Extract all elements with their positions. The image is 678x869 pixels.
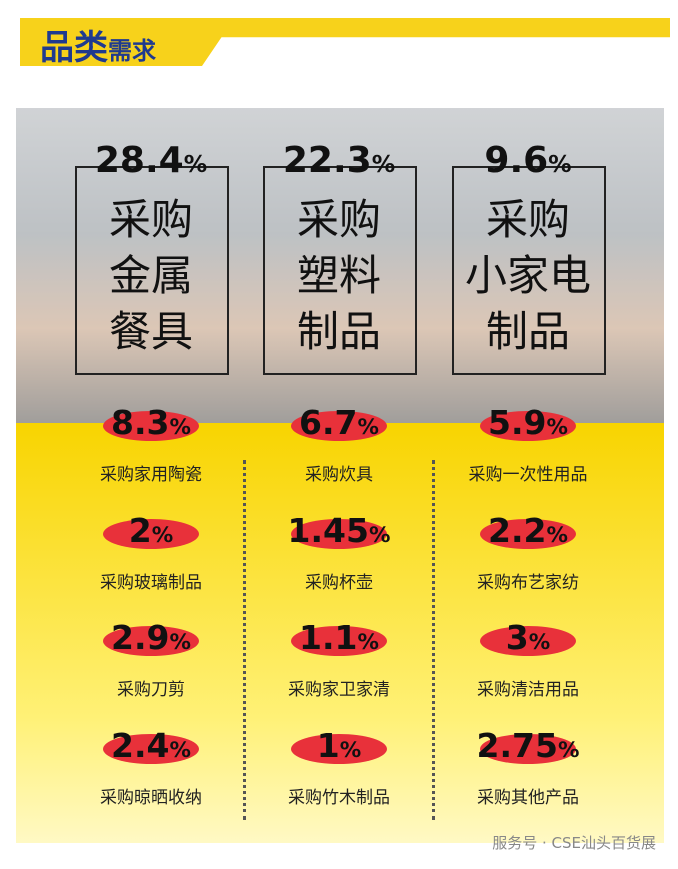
label-line: 采购 <box>108 195 193 244</box>
item-label: 采购其他产品 <box>477 788 579 808</box>
highlight-label: 采购 金属 餐具 <box>76 192 226 360</box>
title-sub: 需求 <box>108 37 156 65</box>
red-oval <box>291 519 387 549</box>
item-value: 2% <box>81 511 221 550</box>
red-oval <box>291 734 387 764</box>
value-number: 2.2 <box>488 511 547 550</box>
value-unit: % <box>546 415 568 440</box>
red-oval <box>103 626 199 656</box>
highlight-value: 28.4% <box>71 140 231 181</box>
value-unit: % <box>357 415 379 440</box>
value-unit: % <box>151 523 174 548</box>
label-line: 塑料 <box>296 251 381 300</box>
item-label: 采购家卫家清 <box>288 680 390 700</box>
item-value: 1% <box>269 726 409 765</box>
item-label: 采购晾晒收纳 <box>100 788 202 808</box>
label-line: 金属 <box>108 251 193 300</box>
label-line: 制品 <box>485 307 570 356</box>
item-label: 采购家用陶瓷 <box>100 465 202 485</box>
footer: 服务号 · CSE汕头百货展 <box>492 834 656 852</box>
red-oval <box>291 626 387 656</box>
value-unit: % <box>528 630 551 655</box>
value-number: 2.4 <box>111 726 170 765</box>
item-value: 2.9% <box>81 618 221 657</box>
photo-background <box>16 108 664 423</box>
label-line: 小家电 <box>464 251 591 300</box>
item-value: 5.9% <box>458 403 598 442</box>
separator <box>432 460 435 820</box>
value-number: 1.45 <box>287 511 369 550</box>
item-label: 采购玻璃制品 <box>100 573 202 593</box>
item-value: 2.2% <box>458 511 598 550</box>
highlight-value: 9.6% <box>448 140 608 181</box>
item-value: 2.75% <box>458 726 598 765</box>
highlight-box <box>452 166 606 375</box>
red-oval <box>480 519 576 549</box>
value-unit: % <box>557 738 580 763</box>
highlight-label: 采购 小家电 制品 <box>453 192 603 360</box>
item-label: 采购一次性用品 <box>468 465 588 485</box>
label-line: 采购 <box>296 195 381 244</box>
value-number: 6.7 <box>299 403 358 442</box>
value-number: 1.1 <box>299 618 358 657</box>
item-label: 采购清洁用品 <box>477 680 579 700</box>
value-number: 28.4 <box>94 140 184 181</box>
title-main: 品类 <box>40 28 108 68</box>
value-unit: % <box>183 150 208 178</box>
value-number: 8.3 <box>111 403 170 442</box>
item-label: 采购炊具 <box>305 465 373 485</box>
value-unit: % <box>368 523 391 548</box>
value-number: 2.9 <box>111 618 170 657</box>
label-line: 采购 <box>485 195 570 244</box>
value-number: 9.6 <box>484 140 549 181</box>
value-unit: % <box>548 150 572 178</box>
item-label: 采购竹木制品 <box>288 788 390 808</box>
red-oval <box>480 411 576 441</box>
red-oval <box>480 734 576 764</box>
label-line: 制品 <box>296 307 381 356</box>
highlight-label: 采购 塑料 制品 <box>264 192 414 360</box>
item-label: 采购布艺家纺 <box>477 573 579 593</box>
value-number: 22.3 <box>282 140 372 181</box>
item-value: 8.3% <box>81 403 221 442</box>
value-number: 2 <box>128 511 152 550</box>
item-value: 6.7% <box>269 403 409 442</box>
value-unit: % <box>339 738 362 763</box>
red-oval <box>103 734 199 764</box>
value-number: 3 <box>505 618 529 657</box>
value-unit: % <box>357 630 379 655</box>
red-oval <box>291 411 387 441</box>
value-number: 2.75 <box>476 726 558 765</box>
value-unit: % <box>546 523 568 548</box>
item-value: 1.45% <box>269 511 409 550</box>
highlight-box <box>263 166 417 375</box>
red-oval <box>103 411 199 441</box>
item-value: 1.1% <box>269 618 409 657</box>
value-unit: % <box>169 630 191 655</box>
item-label: 采购刀剪 <box>117 680 185 700</box>
value-unit: % <box>169 415 191 440</box>
red-oval <box>480 626 576 656</box>
value-number: 5.9 <box>488 403 547 442</box>
value-unit: % <box>169 738 191 763</box>
item-value: 3% <box>458 618 598 657</box>
item-label: 采购杯壶 <box>305 573 373 593</box>
value-number: 1 <box>316 726 340 765</box>
value-unit: % <box>371 150 396 178</box>
highlight-box <box>75 166 229 375</box>
red-oval <box>103 519 199 549</box>
separator <box>243 460 246 820</box>
label-line: 餐具 <box>108 307 193 356</box>
highlight-value: 22.3% <box>259 140 419 181</box>
header-title: 品类需求 <box>40 20 156 69</box>
item-value: 2.4% <box>81 726 221 765</box>
